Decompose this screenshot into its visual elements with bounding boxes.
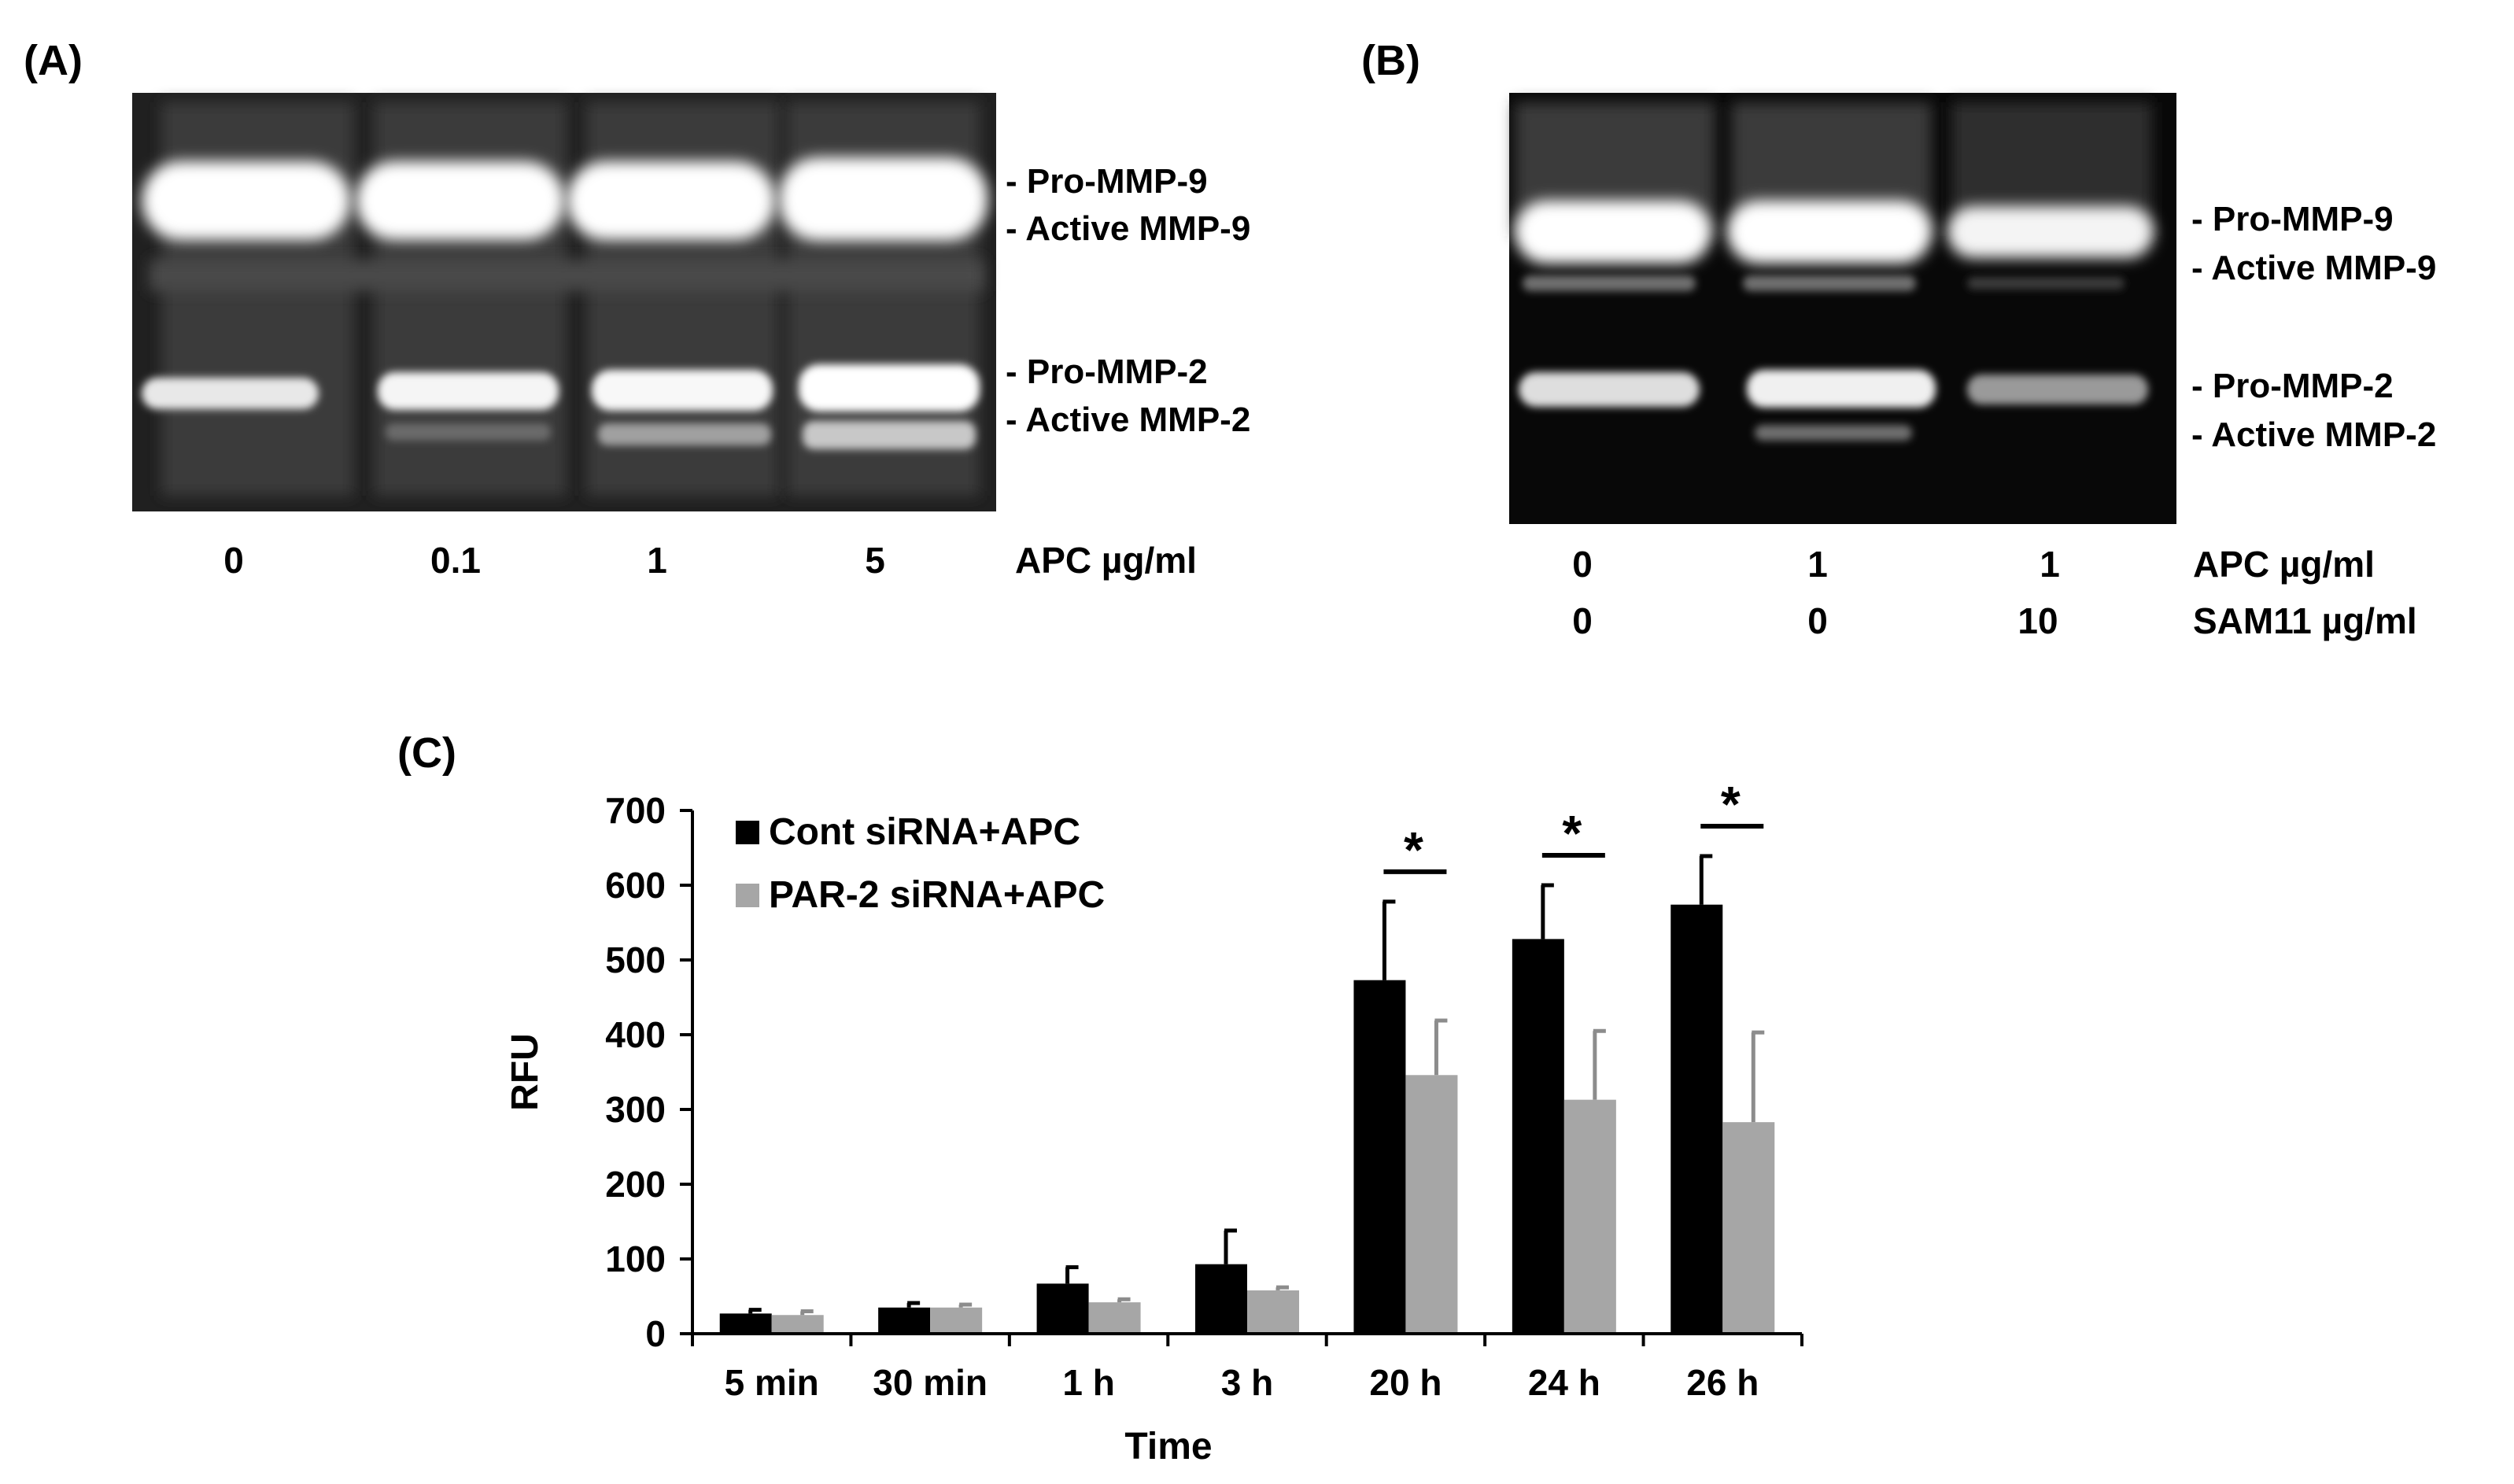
- bar-s0-4: [1353, 980, 1406, 1334]
- y-tick-label-3: 300: [605, 1089, 666, 1130]
- band-label-active-mmp9-a: - Active MMP-9: [1006, 209, 1250, 248]
- significance-star-6: *: [1721, 776, 1741, 832]
- bar-s1-2: [1088, 1302, 1141, 1334]
- legend: Cont siRNA+APC PAR-2 siRNA+APC: [736, 811, 1105, 916]
- x-tick-label-0: 5 min: [725, 1362, 819, 1403]
- condition-label-a: APC µg/ml: [1015, 540, 1197, 581]
- panel-b-label: (B): [1361, 37, 1420, 84]
- y-tick-label-2: 200: [605, 1164, 666, 1205]
- x-tick-label-2: 1 h: [1062, 1362, 1114, 1403]
- lane-value-a-2: 0.1: [430, 540, 481, 581]
- sam11-value-b-2: 0: [1807, 600, 1828, 641]
- bars-layer: [719, 854, 1775, 1334]
- bar-s0-2: [1036, 1283, 1089, 1334]
- y-tick-label-7: 700: [605, 790, 666, 831]
- bar-s1-3: [1247, 1290, 1299, 1334]
- legend-swatch-par2: [736, 884, 759, 907]
- lane-value-a-4: 5: [865, 540, 885, 581]
- panel-c-label: (C): [397, 729, 456, 777]
- sam11-value-b-3: 10: [2017, 600, 2058, 641]
- bar-chart: 5 min 30 min 1 h 3 h 20 h * 24 h * 26 h * 0 100 200 3…: [504, 776, 1803, 1467]
- x-tick-label-1: 30 min: [873, 1362, 988, 1403]
- gel-image-b: [1509, 93, 2176, 524]
- significance-star-4: *: [1404, 821, 1423, 878]
- x-tick-label-6: 26 h: [1686, 1362, 1759, 1403]
- bar-s0-3: [1195, 1264, 1247, 1334]
- legend-label-cont: Cont siRNA+APC: [769, 811, 1080, 853]
- bar-s1-4: [1405, 1075, 1458, 1334]
- gel-image-a: [132, 93, 996, 511]
- band-label-active-mmp9-b: - Active MMP-9: [2191, 249, 2436, 287]
- bar-s0-6: [1670, 904, 1723, 1334]
- apc-value-b-1: 0: [1572, 544, 1593, 585]
- apc-label-b: APC µg/ml: [2193, 544, 2375, 585]
- band-label-pro-mmp9-a: - Pro-MMP-9: [1006, 162, 1208, 201]
- bar-s1-5: [1563, 1099, 1616, 1334]
- x-axis-title: Time: [1124, 1426, 1212, 1467]
- apc-value-b-2: 1: [1807, 544, 1828, 585]
- y-tick-label-4: 400: [605, 1014, 666, 1055]
- band-label-pro-mmp9-b: - Pro-MMP-9: [2191, 200, 2394, 238]
- band-label-active-mmp2-a: - Active MMP-2: [1006, 401, 1250, 439]
- y-tick-label-5: 500: [605, 939, 666, 980]
- panel-a-label: (A): [24, 37, 83, 84]
- bar-s1-0: [771, 1315, 824, 1334]
- bar-s0-5: [1512, 939, 1564, 1334]
- x-tick-label-4: 20 h: [1369, 1362, 1442, 1403]
- y-tick-label-1: 100: [605, 1239, 666, 1279]
- axes-layer: 5 min 30 min 1 h 3 h 20 h * 24 h * 26 h * 0 100 200 3…: [605, 776, 1803, 1403]
- band-label-pro-mmp2-a: - Pro-MMP-2: [1006, 353, 1208, 391]
- sam11-label-b: SAM11 µg/ml: [2193, 600, 2417, 641]
- band-label-active-mmp2-b: - Active MMP-2: [2191, 415, 2436, 454]
- apc-value-b-3: 1: [2040, 544, 2060, 585]
- lane-value-a-3: 1: [647, 540, 667, 581]
- legend-swatch-cont: [736, 821, 759, 844]
- y-tick-label-6: 600: [605, 865, 666, 906]
- significance-star-5: *: [1562, 805, 1582, 862]
- y-axis-title: RFU: [504, 1033, 546, 1111]
- bar-s1-1: [930, 1307, 983, 1334]
- lane-value-a-1: 0: [223, 540, 244, 581]
- bar-s0-0: [719, 1313, 772, 1334]
- legend-label-par2: PAR-2 siRNA+APC: [769, 874, 1105, 916]
- bar-s0-1: [878, 1307, 931, 1334]
- sam11-value-b-1: 0: [1572, 600, 1593, 641]
- y-tick-label-0: 0: [645, 1313, 666, 1354]
- bar-s1-6: [1722, 1122, 1775, 1334]
- x-tick-label-3: 3 h: [1221, 1362, 1273, 1403]
- x-tick-label-5: 24 h: [1528, 1362, 1600, 1403]
- band-label-pro-mmp2-b: - Pro-MMP-2: [2191, 367, 2394, 405]
